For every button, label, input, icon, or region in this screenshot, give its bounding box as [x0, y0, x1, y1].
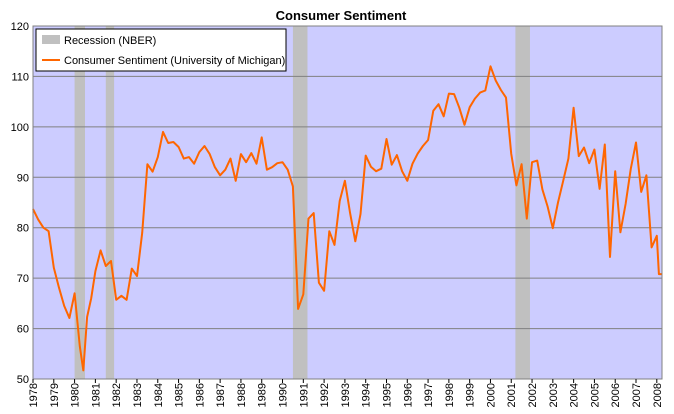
x-tick-label: 2001	[506, 383, 518, 407]
x-tick-label: 2002	[527, 383, 539, 407]
x-tick-label: 1993	[340, 383, 352, 407]
x-tick-label: 2006	[610, 383, 622, 407]
x-tick-label: 2004	[569, 383, 581, 407]
y-tick-label: 100	[11, 122, 29, 134]
x-tick-label: 2000	[485, 383, 497, 407]
legend-box	[35, 28, 287, 72]
x-tick-label: 1999	[465, 383, 477, 407]
x-tick-label: 1978	[28, 383, 40, 407]
recession-band	[105, 26, 115, 379]
x-tick-label: 1987	[215, 383, 227, 407]
y-tick-label: 60	[17, 324, 29, 336]
recession-band	[74, 26, 85, 379]
x-tick-label: 1995	[381, 383, 393, 407]
x-tick-label: 1992	[319, 383, 331, 407]
recession-band	[515, 26, 530, 379]
x-tick-label: 1986	[194, 383, 206, 407]
sentiment-line	[32, 65, 662, 372]
y-tick-label: 110	[11, 71, 29, 83]
recession-band	[292, 26, 308, 379]
x-tick-label: 2008	[652, 383, 664, 407]
x-tick-label: 2007	[631, 383, 643, 407]
x-tick-label: 1984	[153, 383, 165, 407]
y-tick-label: 120	[11, 21, 29, 33]
x-tick-label: 1980	[70, 383, 82, 407]
plot-border	[32, 25, 663, 380]
x-tick-label: 1981	[90, 383, 102, 407]
x-tick-label: 1990	[278, 383, 290, 407]
x-tick-label: 1989	[257, 383, 269, 407]
x-tick-label: 2003	[548, 383, 560, 407]
x-tick-label: 1985	[174, 383, 186, 407]
chart-title: Consumer Sentiment	[276, 8, 407, 23]
plot-area: 50 60 70 80 90 100 110 120 1978 1979 1980 1981 1982 1…	[11, 21, 664, 407]
x-tick-label: 1996	[402, 383, 414, 407]
x-tick-label: 1998	[444, 383, 456, 407]
x-tick-label: 1991	[298, 383, 310, 407]
y-tick-label: 90	[17, 172, 29, 184]
legend-recession-swatch	[42, 35, 60, 44]
y-tick-label: 70	[17, 273, 29, 285]
x-tick-label: 1979	[49, 383, 61, 407]
x-tick-label: 1983	[132, 383, 144, 407]
x-tick-label: 1997	[423, 383, 435, 407]
x-tick-label: 2005	[589, 383, 601, 407]
legend: Recession (NBER) Consumer Sentiment (Uni…	[35, 28, 287, 72]
x-tick-label: 1988	[236, 383, 248, 407]
x-tick-label: 1982	[111, 383, 123, 407]
x-tick-label: 1994	[361, 383, 373, 407]
legend-sentiment-label: Consumer Sentiment (University of Michig…	[64, 55, 285, 67]
legend-recession-label: Recession (NBER)	[64, 35, 156, 47]
y-tick-label: 50	[17, 374, 29, 386]
y-tick-label: 80	[17, 223, 29, 235]
